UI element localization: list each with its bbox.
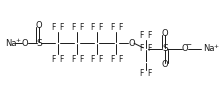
- Text: +: +: [15, 38, 20, 43]
- Text: F: F: [79, 55, 83, 64]
- Text: Na: Na: [5, 39, 17, 48]
- Text: F: F: [51, 23, 56, 32]
- Text: O: O: [181, 44, 188, 53]
- Text: O: O: [36, 21, 42, 30]
- Text: F: F: [110, 55, 115, 64]
- Text: F: F: [110, 23, 115, 32]
- Text: S: S: [36, 39, 42, 48]
- Text: O: O: [128, 39, 135, 48]
- Text: Na: Na: [203, 44, 215, 53]
- Text: F: F: [140, 31, 144, 40]
- Text: F: F: [59, 23, 64, 32]
- Text: F: F: [140, 69, 144, 78]
- Text: O: O: [162, 60, 168, 69]
- Text: F: F: [90, 55, 95, 64]
- Text: F: F: [118, 23, 122, 32]
- Text: F: F: [140, 44, 144, 53]
- Text: F: F: [90, 23, 95, 32]
- Text: F: F: [147, 31, 152, 40]
- Text: F: F: [59, 55, 64, 64]
- Text: O: O: [162, 29, 168, 38]
- Text: O: O: [22, 39, 28, 48]
- Text: F: F: [118, 55, 122, 64]
- Text: F: F: [98, 23, 103, 32]
- Text: F: F: [147, 69, 152, 78]
- Text: F: F: [51, 55, 56, 64]
- Text: F: F: [79, 23, 83, 32]
- Text: −: −: [185, 42, 191, 48]
- Text: +: +: [214, 44, 219, 48]
- Text: F: F: [147, 44, 152, 53]
- Text: S: S: [162, 44, 168, 53]
- Text: F: F: [71, 55, 75, 64]
- Text: F: F: [98, 55, 103, 64]
- Text: F: F: [71, 23, 75, 32]
